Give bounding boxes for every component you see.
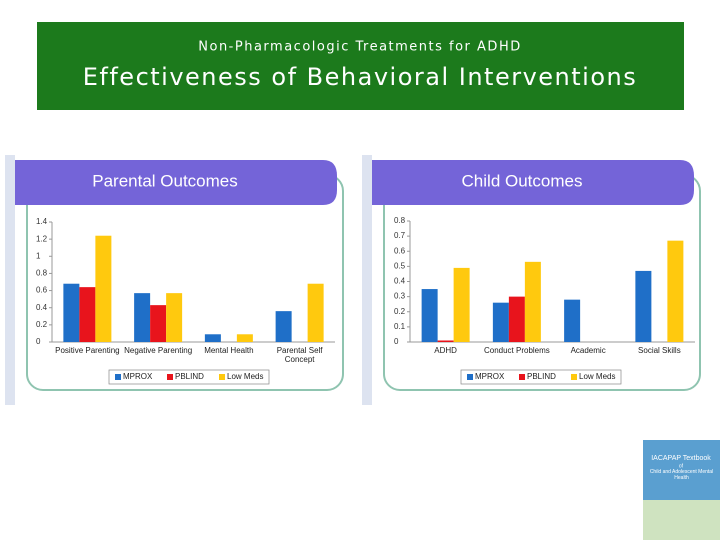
bar [275, 311, 292, 342]
book-name-box: Child and Adolescent Mental Health [649, 469, 714, 481]
legend-swatch [167, 374, 173, 380]
y-tick-label: 0.6 [36, 286, 48, 295]
bar [667, 240, 684, 342]
panel-strip [362, 155, 372, 405]
bar [453, 267, 470, 342]
legend-label: PBLIND [175, 372, 204, 381]
chart-title: Child Outcomes [462, 171, 583, 190]
bar [236, 334, 253, 342]
bar [508, 296, 525, 342]
x-tick-label: Mental Health [204, 346, 254, 355]
y-tick-label: 1.2 [36, 234, 48, 243]
y-tick-label: 0.3 [394, 292, 406, 301]
bar [564, 299, 581, 342]
legend-label: MPROX [475, 372, 505, 381]
x-tick-label: Positive Parenting [55, 346, 120, 355]
bar [524, 261, 541, 342]
legend-label: PBLIND [527, 372, 556, 381]
legend-swatch [219, 374, 225, 380]
y-tick-label: 0.4 [36, 303, 48, 312]
y-tick-label: 0.7 [394, 231, 406, 240]
y-tick-label: 1 [36, 251, 41, 260]
legend-label: Low Meds [579, 372, 615, 381]
bar [166, 293, 183, 342]
y-tick-label: 1.4 [36, 217, 48, 226]
x-label-box: Social Skills [638, 346, 681, 355]
legend-label: Low Meds [227, 372, 263, 381]
book-name: Child and Adolescent Mental Health [649, 469, 714, 481]
legend-swatch [115, 374, 121, 380]
legend-swatch [467, 374, 473, 380]
y-tick-label: 0 [36, 337, 41, 346]
bar [421, 289, 438, 342]
chart-title: Parental Outcomes [92, 171, 238, 190]
legend-box [108, 369, 270, 385]
bar [307, 283, 324, 342]
book-image [643, 500, 720, 540]
y-tick-label: 0.8 [36, 269, 48, 278]
y-tick-label: 0.8 [394, 216, 406, 225]
x-label-box: Parental Self Concept [276, 346, 323, 364]
y-tick-label: 0.2 [394, 307, 406, 316]
bar [437, 340, 454, 342]
chart: Parental Outcomes 0 0.2 0.4 0.6 0.8 1 1.2 1.4 Pos… [5, 155, 344, 405]
bar [492, 302, 509, 342]
bar [635, 270, 652, 342]
y-tick-label: 0.2 [36, 320, 48, 329]
x-tick-label: Academic [570, 346, 606, 355]
legend-box [460, 369, 622, 385]
y-tick-label: 0.4 [394, 277, 406, 286]
panel-strip [5, 155, 15, 405]
bar [150, 305, 167, 342]
y-tick-label: 0 [394, 337, 399, 346]
bar [95, 235, 112, 342]
x-tick-label: ADHD [434, 346, 457, 355]
legend-swatch [571, 374, 577, 380]
legend-swatch [519, 374, 525, 380]
panel-header [15, 160, 337, 205]
x-label-box: ADHD [434, 346, 457, 355]
slide-title: Effectiveness of Behavioral Intervention… [83, 63, 638, 91]
bar [79, 287, 96, 342]
x-tick-label: Negative Parenting [124, 346, 193, 355]
book-subtitle: of [679, 463, 684, 469]
book-cover: IACAPAP Textbook of Child and Adolescent… [643, 440, 720, 540]
x-tick-label: Conduct Problems [483, 346, 550, 355]
y-tick-label: 0.6 [394, 246, 406, 255]
bar [134, 293, 151, 342]
legend-label: MPROX [123, 372, 153, 381]
chart: Child Outcomes 0 0.1 0.2 0.3 0.4 0.5 0.6 0.7 0.8 A… [362, 155, 701, 405]
slide-subtitle: Non-Pharmacologic Treatments for ADHD [198, 40, 521, 55]
x-label-box: Positive Parenting [55, 346, 120, 355]
x-label-box: Academic [570, 346, 606, 355]
panel-header [372, 160, 694, 205]
bar [63, 283, 80, 342]
x-tick-label: Social Skills [638, 346, 681, 355]
x-label-box: Negative Parenting [124, 346, 193, 355]
title-banner [37, 22, 684, 110]
y-tick-label: 0.5 [394, 261, 406, 270]
x-label-box: Conduct Problems [483, 346, 550, 355]
x-label-box: Mental Health [204, 346, 254, 355]
y-tick-label: 0.1 [394, 322, 406, 331]
x-tick-label: Parental Self Concept [276, 346, 323, 364]
bar [204, 334, 221, 342]
book-title: IACAPAP Textbook [651, 455, 711, 462]
